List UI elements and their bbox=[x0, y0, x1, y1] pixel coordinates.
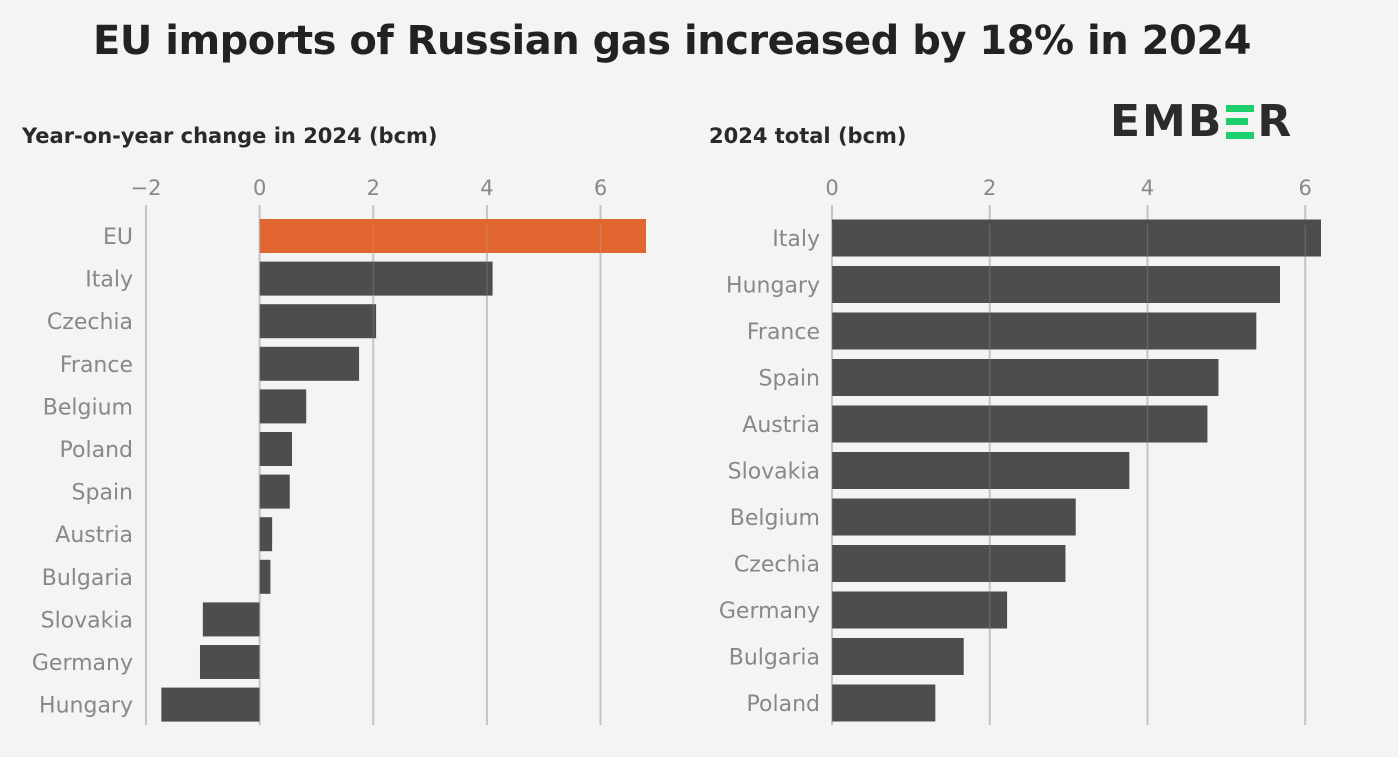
right-bar-poland bbox=[832, 684, 936, 722]
right-category-label: Austria bbox=[742, 413, 820, 438]
right-x-tick-label: 4 bbox=[1141, 176, 1154, 200]
right-bar-france bbox=[832, 312, 1257, 350]
left-category-label: Poland bbox=[60, 438, 133, 463]
left-category-label: Czechia bbox=[47, 310, 133, 335]
right-x-tick-label: 2 bbox=[983, 176, 996, 200]
left-category-label: Belgium bbox=[43, 395, 133, 420]
left-bar-eu bbox=[259, 219, 646, 253]
right-x-tick-label: 6 bbox=[1299, 176, 1312, 200]
left-bar-bulgaria bbox=[259, 559, 271, 594]
left-chart-subtitle: Year-on-year change in 2024 (bcm) bbox=[22, 124, 438, 148]
left-category-label: Bulgaria bbox=[42, 566, 133, 591]
left-bar-germany bbox=[199, 645, 260, 679]
right-category-label: Belgium bbox=[730, 506, 820, 531]
right-bar-hungary bbox=[832, 266, 1280, 303]
right-category-label: Germany bbox=[719, 599, 820, 624]
right-category-label: France bbox=[747, 320, 820, 345]
yoy-change-chart: −2 0 2 4 6 EU Italy Czechia France Belgium Poland S… bbox=[32, 176, 646, 725]
right-bar-czechia bbox=[832, 545, 1066, 582]
left-x-tick-label: 2 bbox=[367, 176, 380, 200]
right-chart-subtitle: 2024 total (bcm) bbox=[709, 124, 907, 148]
left-bar-poland bbox=[259, 432, 293, 466]
left-category-label: Spain bbox=[72, 481, 133, 506]
left-bar-austria bbox=[259, 517, 273, 552]
right-category-label: Slovakia bbox=[728, 460, 820, 485]
right-bar-italy bbox=[832, 219, 1321, 257]
left-x-tick-label: −2 bbox=[131, 176, 162, 200]
right-bar-belgium bbox=[832, 498, 1076, 536]
right-bar-slovakia bbox=[832, 452, 1130, 489]
left-bar-italy bbox=[259, 261, 493, 296]
right-category-label: Italy bbox=[772, 227, 820, 252]
left-category-label: Germany bbox=[32, 651, 133, 676]
right-bar-germany bbox=[832, 591, 1008, 629]
left-category-label: Italy bbox=[85, 268, 133, 293]
right-x-tick-label: 0 bbox=[825, 176, 838, 200]
logo-text-prefix: EMB bbox=[1110, 96, 1224, 147]
left-bar-belgium bbox=[259, 389, 307, 424]
left-bar-spain bbox=[259, 474, 290, 509]
right-bar-bulgaria bbox=[832, 638, 964, 675]
left-x-tick-label: 4 bbox=[480, 176, 493, 200]
left-bar-hungary bbox=[161, 687, 260, 722]
right-bar-austria bbox=[832, 405, 1208, 443]
left-x-tick-label: 6 bbox=[594, 176, 607, 200]
logo-e-mark-icon bbox=[1226, 104, 1255, 139]
left-category-label: Slovakia bbox=[41, 608, 133, 633]
logo-text-suffix: R bbox=[1257, 96, 1294, 147]
right-category-label: Poland bbox=[747, 692, 820, 717]
chart-title: EU imports of Russian gas increased by 1… bbox=[93, 18, 1251, 64]
right-category-label: Hungary bbox=[726, 274, 820, 299]
ember-logo: EMB R bbox=[1110, 96, 1293, 147]
right-category-label: Spain bbox=[759, 367, 820, 392]
right-category-label: Bulgaria bbox=[729, 646, 820, 671]
left-bar-france bbox=[259, 346, 360, 381]
left-category-label: EU bbox=[103, 225, 133, 250]
right-category-label: Czechia bbox=[734, 553, 820, 578]
left-x-tick-label: 0 bbox=[253, 176, 266, 200]
left-category-label: Austria bbox=[55, 523, 133, 548]
right-bar-spain bbox=[832, 359, 1219, 396]
left-category-label: Hungary bbox=[39, 694, 133, 719]
left-category-label: France bbox=[60, 353, 133, 378]
left-bar-czechia bbox=[259, 304, 377, 339]
left-bar-slovakia bbox=[202, 602, 260, 637]
